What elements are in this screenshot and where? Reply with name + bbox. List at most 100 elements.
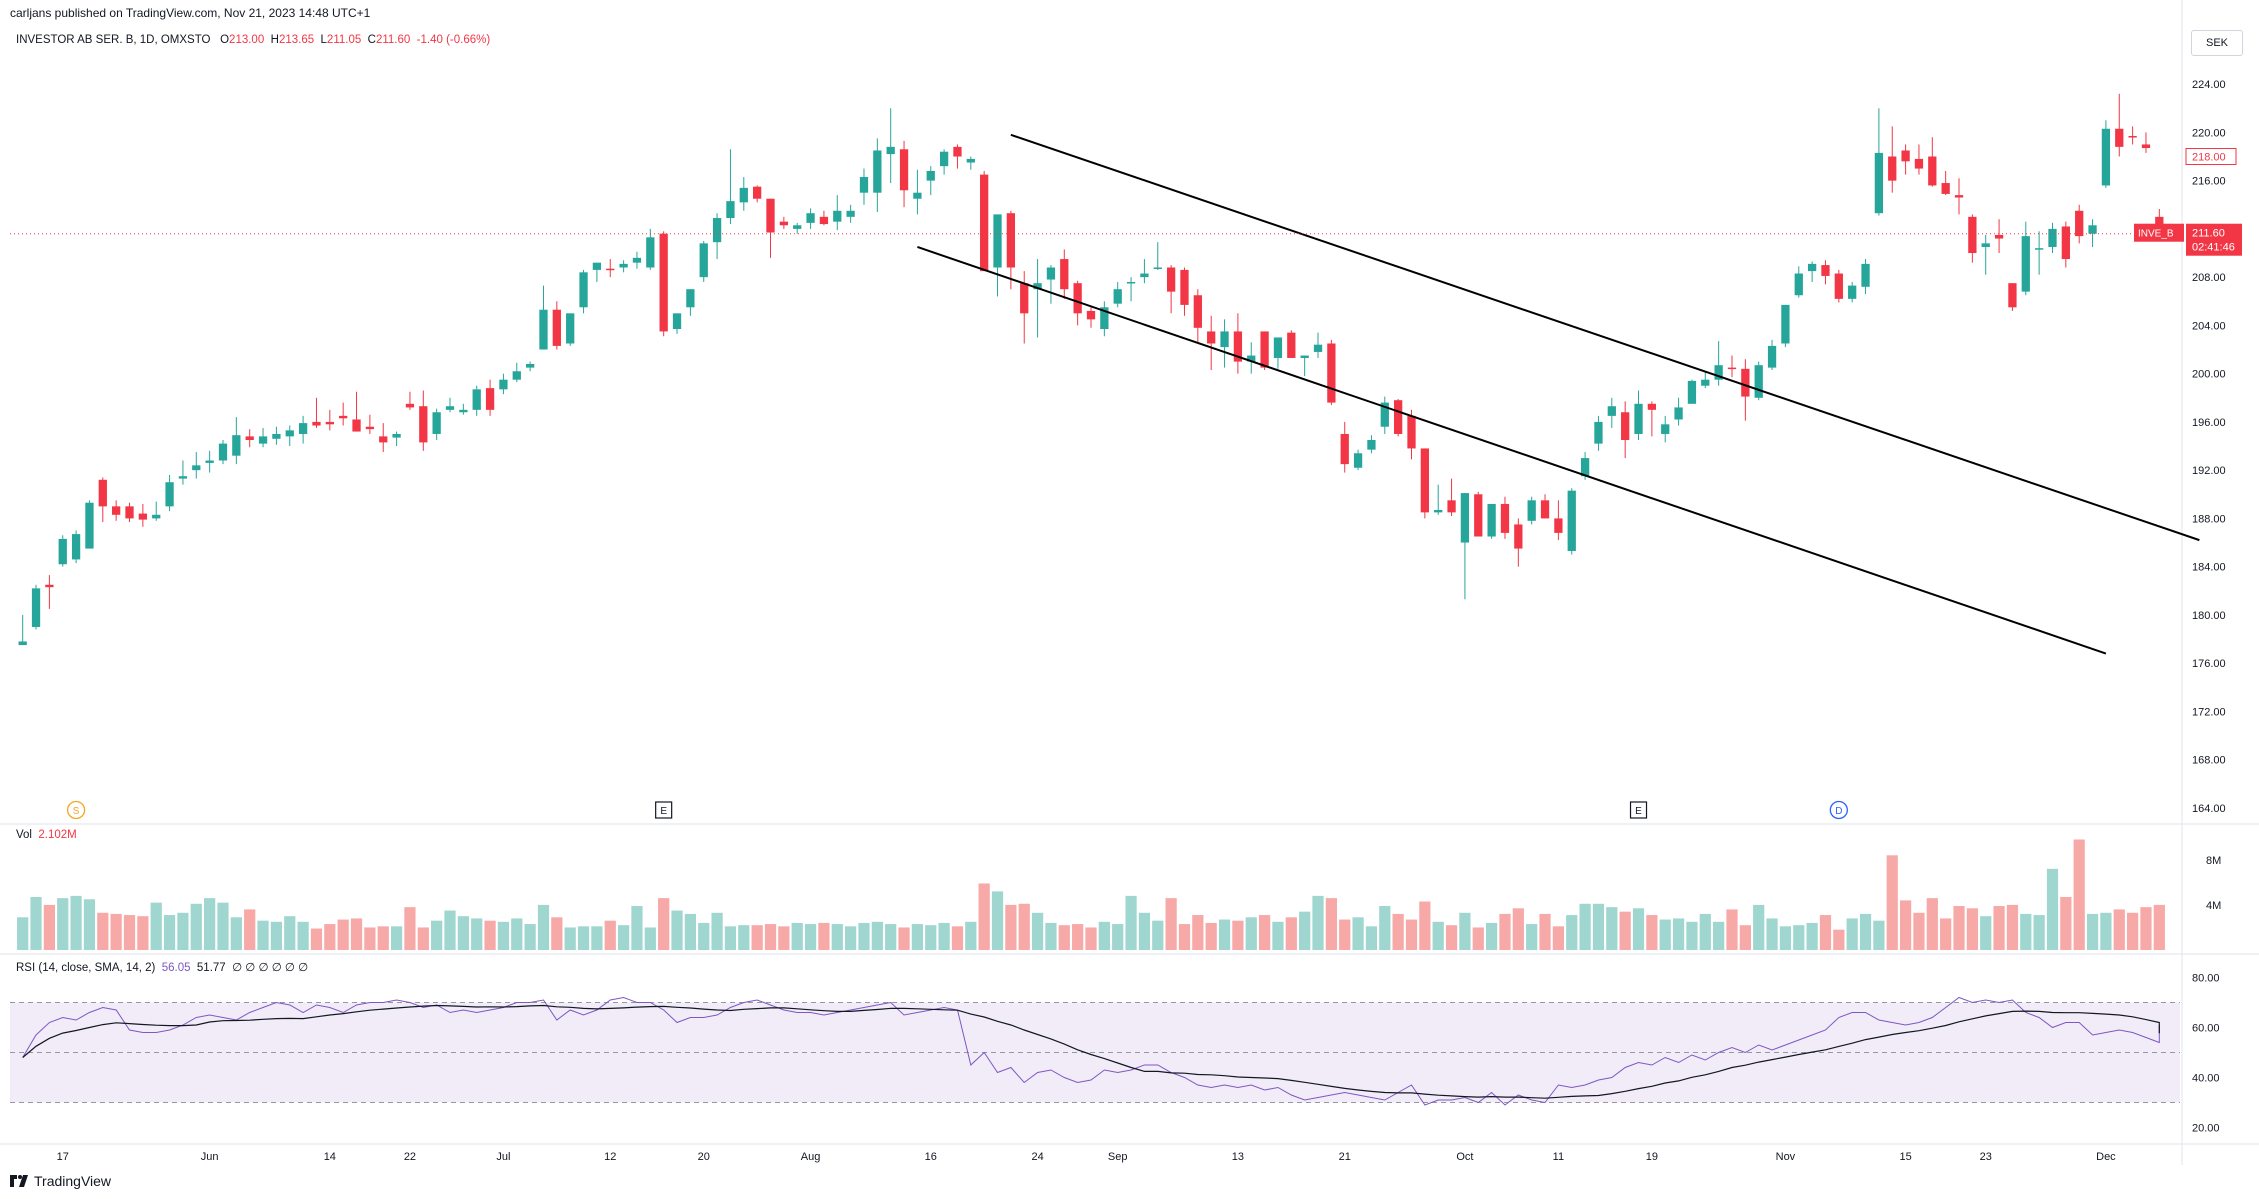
volume-bar	[965, 921, 977, 950]
candle-body	[2128, 136, 2137, 138]
candle-body	[459, 409, 468, 413]
date-tick-label: 19	[1646, 1151, 1658, 1163]
volume-bar	[484, 920, 496, 950]
volume-bar	[751, 925, 763, 950]
volume-bar	[804, 924, 817, 950]
volume-bar	[1499, 913, 1511, 950]
candle-body	[58, 538, 67, 565]
volume-bar	[364, 927, 376, 950]
volume-bar	[1753, 904, 1765, 950]
candle-body	[445, 406, 455, 410]
volume-bar	[204, 898, 216, 950]
volume-bar	[150, 902, 162, 950]
event-earnings-marker	[1629, 801, 1648, 819]
volume-bar	[1486, 922, 1498, 950]
volume-bar	[1005, 904, 1017, 950]
volume-bar	[30, 897, 42, 950]
candle-body	[1046, 267, 1056, 280]
volume-tick-label: 4M	[2206, 900, 2221, 912]
candle-body	[779, 221, 788, 226]
rsi-extra: ∅ ∅ ∅ ∅ ∅ ∅	[232, 962, 309, 974]
volume-bar	[738, 925, 750, 950]
ma-price-text: 218.00	[2192, 152, 2226, 164]
candle-body	[1153, 267, 1162, 269]
date-tick-label: 14	[324, 1151, 336, 1163]
axes: 224.00220.00216.00212.00208.00204.00200.…	[57, 79, 2226, 1163]
date-tick-label: 24	[1031, 1151, 1043, 1163]
candle-body	[1447, 500, 1456, 513]
date-tick-label: Jul	[496, 1151, 510, 1163]
volume-bar	[1178, 924, 1191, 950]
volume-bar	[1833, 929, 1845, 950]
candle-body	[1634, 403, 1643, 434]
date-tick-label: 16	[925, 1151, 937, 1163]
volume-bar	[1926, 898, 1938, 950]
volume-bar	[1045, 922, 1057, 950]
volume-bar	[2020, 913, 2032, 950]
candle-body	[859, 177, 869, 193]
symbol-legend: INVESTOR AB SER. B, 1D, OMXSTO O213.00 H…	[16, 34, 490, 46]
volume-bar	[1526, 924, 1538, 950]
volume-bar	[1365, 926, 1378, 950]
symbol-title[interactable]: INVESTOR AB SER. B, 1D, OMXSTO	[16, 34, 211, 46]
candle-body	[766, 198, 775, 233]
candle-body	[485, 388, 495, 410]
rsi-label[interactable]: RSI (14, close, SMA, 14, 2)	[16, 962, 156, 974]
tradingview-logo[interactable]: TradingView	[10, 1173, 111, 1189]
candle-body	[2088, 225, 2097, 234]
low-label: L	[320, 34, 327, 46]
volume-bar	[404, 907, 416, 950]
price-tick-label: 168.00	[2192, 755, 2226, 767]
candle-body	[2048, 228, 2057, 247]
volume-bar	[2033, 915, 2045, 950]
currency-selector[interactable]: SEK	[2191, 30, 2243, 56]
rsi-ma-line	[22, 1004, 2160, 1099]
price-tick-label: 204.00	[2192, 320, 2226, 332]
volume-bar	[711, 912, 723, 950]
volume-label[interactable]: Vol	[16, 829, 32, 841]
volume-bar	[1766, 918, 1778, 950]
countdown-text: 02:41:46	[2192, 242, 2235, 254]
candle-body	[1407, 415, 1416, 449]
candle-body	[1327, 343, 1336, 403]
volume-bar	[698, 922, 710, 950]
candle-body	[472, 389, 481, 410]
candle-body	[953, 146, 962, 157]
volume-bar	[70, 895, 82, 950]
date-tick-label: 13	[1232, 1151, 1244, 1163]
date-tick-label: Nov	[1776, 1151, 1796, 1163]
candle-body	[1166, 267, 1176, 292]
volume-bar	[270, 921, 283, 950]
volume-bar	[1886, 855, 1898, 950]
volume-bar	[1312, 895, 1324, 950]
candle-body	[1994, 234, 2004, 239]
candle-body	[592, 262, 602, 270]
candle-body	[525, 364, 535, 368]
candle-body	[1554, 518, 1563, 533]
candle-body	[1353, 453, 1363, 468]
volume-bar	[2046, 868, 2059, 950]
volume-bar	[938, 922, 950, 950]
candle-body	[1567, 490, 1576, 551]
candle-body	[85, 502, 94, 549]
candle-body	[966, 158, 975, 163]
volume-bar	[1606, 907, 1618, 950]
volume-bar	[671, 910, 683, 950]
volume-bar	[431, 920, 443, 950]
candle-body	[285, 430, 294, 437]
candle-body	[1701, 379, 1710, 386]
grid	[0, 0, 2259, 1165]
volume-bar	[1632, 908, 1645, 950]
volume-bar	[1192, 915, 1204, 950]
candle-body	[1514, 524, 1523, 549]
candle-body	[1113, 289, 1122, 304]
volume-bar	[537, 904, 550, 950]
candles	[18, 93, 2164, 646]
candle-body	[2061, 226, 2070, 260]
candle-body	[325, 421, 334, 425]
date-tick-label: 12	[604, 1151, 616, 1163]
price-tick-label: 220.00	[2192, 127, 2226, 139]
volume-bar	[377, 926, 389, 950]
volume-bar	[1352, 917, 1364, 950]
